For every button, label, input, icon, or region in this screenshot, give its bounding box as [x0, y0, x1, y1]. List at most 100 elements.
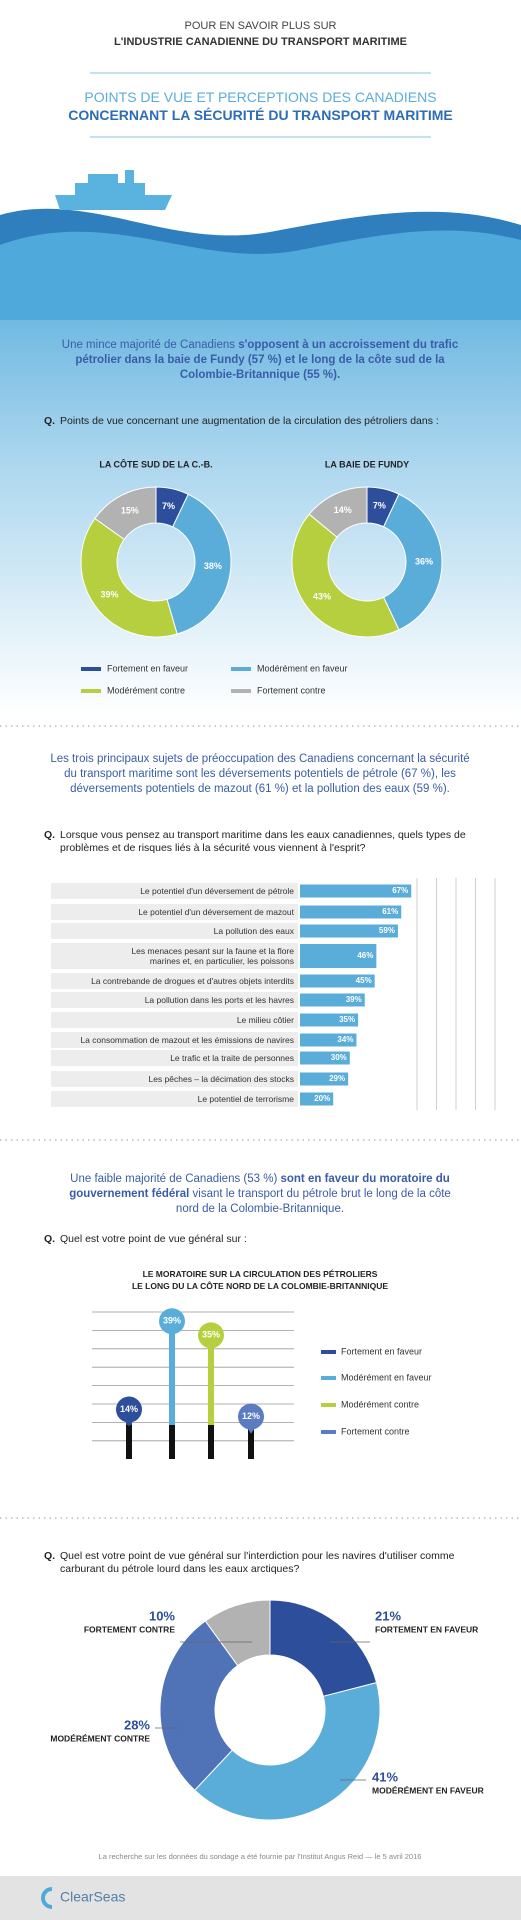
intro: Une faible majorité de Canadiens (53 %) …: [60, 1172, 460, 1217]
bar: [300, 974, 375, 988]
legend-label: Fortement contre: [341, 1426, 410, 1436]
value-label: 7%: [162, 501, 175, 511]
value-label: 67%: [392, 886, 408, 895]
donut-segment: [269, 1599, 378, 1697]
bar-label: La consommation de mazout et les émissio…: [80, 1035, 294, 1045]
legend-label: Fortement contre: [257, 685, 326, 695]
donut-segment: [308, 486, 368, 538]
label-background: [51, 883, 298, 899]
intro-text: visant le transport du pétrole brut le l…: [175, 1188, 451, 1215]
intro-bold: sont en faveur du moratoire du gouvernem…: [69, 1173, 450, 1200]
bar: [300, 1092, 334, 1106]
value-label: 41%: [372, 1769, 398, 1784]
legend-swatch: [81, 667, 101, 671]
value-label: 7%: [373, 501, 386, 511]
bar: [300, 1013, 359, 1027]
donut-title: LA BAIE DE FUNDY: [325, 459, 409, 469]
bar-label: Le potentiel de terrorisme: [197, 1094, 294, 1104]
q-text: Lorsque vous pensez au transport maritim…: [60, 829, 466, 854]
label-background: [51, 923, 298, 939]
label-background: [51, 1012, 298, 1028]
q-text: Points de vue concernant une augmentatio…: [60, 415, 439, 427]
q-prefix: Q.: [44, 1550, 56, 1562]
legend-swatch: [231, 667, 251, 671]
legend-label: Modérément contre: [107, 685, 185, 695]
bar-label: La pollution des eaux: [213, 926, 294, 936]
value-label: 35%: [339, 1015, 355, 1024]
bar-label: La contrebande de drogues et d'autres ob…: [91, 976, 294, 986]
bar: [300, 993, 365, 1007]
title: POINTS DE VUE ET PERCEPTIONS DES CANADIE…: [84, 89, 437, 105]
category-label: MODÉRÉMENT EN FAVEUR: [372, 1785, 484, 1795]
pin-stem-base: [169, 1425, 175, 1459]
bar: [300, 944, 377, 968]
intro: Une mince majorité de Canadiens s'oppose…: [60, 338, 460, 383]
q-text: Quel est votre point de vue général sur …: [60, 1233, 247, 1245]
label-background: [51, 1071, 298, 1087]
bar: [300, 1072, 349, 1086]
q-prefix: Q.: [44, 415, 56, 427]
value-label: 14%: [120, 1404, 138, 1414]
bar: [300, 905, 402, 919]
bar: [300, 884, 412, 898]
value-label: 61%: [382, 907, 398, 916]
pin-stem-base: [248, 1425, 254, 1459]
bar-label: Les pêches – la décimation des stocks: [148, 1074, 294, 1084]
label-background: [51, 992, 298, 1008]
label-background: [51, 1091, 298, 1107]
donut-segment: [382, 493, 443, 631]
donut-segment: [159, 1620, 239, 1791]
legend-label: Fortement en faveur: [341, 1346, 422, 1356]
question: Q. Points de vue concernant une augmentat…: [44, 415, 500, 428]
donut-segment: [80, 517, 178, 638]
pin-bubble: [198, 1322, 224, 1349]
question: Q. Quel est votre point de vue général su…: [44, 1550, 500, 1576]
value-label: 21%: [375, 1608, 401, 1623]
value-label: 12%: [242, 1411, 260, 1421]
q-prefix: Q.: [44, 1233, 56, 1245]
value-label: 35%: [202, 1330, 220, 1340]
pin-bubble: [159, 1308, 185, 1335]
intro: Les trois principaux sujets de préoccupa…: [50, 752, 470, 797]
pin-stem: [208, 1335, 214, 1425]
value-label: 34%: [337, 1035, 353, 1044]
intro-text: Les trois principaux sujets de préoccupa…: [50, 753, 470, 795]
donut-segment: [291, 513, 400, 638]
value-label: 45%: [356, 976, 372, 985]
question: Q. Quel est votre point de vue général su…: [44, 1233, 500, 1246]
value-label: 20%: [314, 1094, 330, 1103]
intro-bold: s'opposent à un accroissement du trafic …: [75, 339, 459, 381]
pin-stem-base: [208, 1425, 214, 1459]
bar-label: Le potentiel d'un déversement de mazout: [138, 907, 294, 917]
pin-bubble: [238, 1403, 264, 1430]
category-label: FORTEMENT CONTRE: [84, 1624, 175, 1634]
value-label: 39%: [101, 589, 119, 599]
legend-label: Modérément en faveur: [341, 1372, 432, 1382]
value-label: 46%: [357, 951, 373, 960]
legend-label: Modérément contre: [341, 1399, 419, 1409]
intro-text: Une mince majorité de Canadiens: [61, 339, 239, 351]
intro-text: Une faible majorité de Canadiens (53 %): [70, 1173, 281, 1185]
ship-chimney: [125, 170, 134, 184]
donut-segment: [166, 493, 232, 635]
ship-cabin: [75, 183, 145, 195]
category-label: FORTEMENT EN FAVEUR: [375, 1624, 478, 1634]
value-label: 10%: [149, 1608, 175, 1623]
label-background: [51, 973, 298, 989]
pin-bubble: [116, 1396, 142, 1423]
label-background: [51, 943, 298, 969]
legend-label: Modérément en faveur: [257, 663, 348, 673]
legend-swatch: [321, 1403, 336, 1407]
legend-swatch: [81, 689, 101, 693]
q-text: Quel est votre point de vue général sur …: [60, 1550, 455, 1575]
legend-swatch: [321, 1376, 336, 1380]
bar: [300, 1033, 357, 1047]
bar-label: Les menaces pesant sur la faune et la fl…: [131, 946, 294, 966]
category-label: MODÉRÉMENT CONTRE: [50, 1733, 150, 1743]
pin-stem-base: [126, 1425, 132, 1459]
value-label: 15%: [121, 506, 139, 516]
legend-swatch: [321, 1350, 336, 1354]
q-prefix: Q.: [44, 829, 56, 841]
bar-label: La pollution dans les ports et les havre…: [144, 995, 294, 1005]
